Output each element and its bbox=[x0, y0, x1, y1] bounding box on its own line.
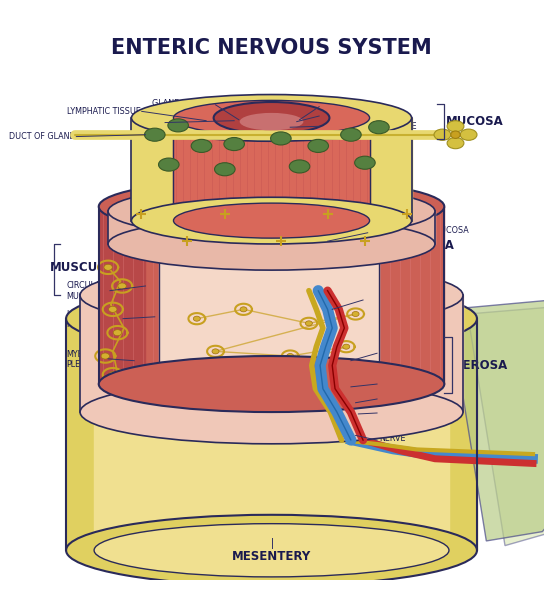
Ellipse shape bbox=[451, 131, 460, 139]
Text: NERVE: NERVE bbox=[379, 434, 405, 443]
Text: MYENTERIC: MYENTERIC bbox=[66, 350, 112, 359]
Ellipse shape bbox=[308, 139, 329, 152]
Ellipse shape bbox=[460, 129, 477, 140]
Ellipse shape bbox=[214, 163, 235, 176]
Ellipse shape bbox=[352, 311, 359, 317]
Text: EPITHELIUM: EPITHELIUM bbox=[321, 101, 368, 110]
Ellipse shape bbox=[118, 283, 126, 289]
Ellipse shape bbox=[101, 353, 109, 359]
Ellipse shape bbox=[289, 160, 310, 173]
Ellipse shape bbox=[131, 197, 411, 244]
Ellipse shape bbox=[104, 264, 112, 271]
Text: SUBMUCOSAL PLEXUS: SUBMUCOSAL PLEXUS bbox=[365, 290, 455, 299]
Ellipse shape bbox=[108, 371, 117, 378]
Text: VEIN: VEIN bbox=[379, 394, 398, 403]
Ellipse shape bbox=[343, 344, 350, 349]
Ellipse shape bbox=[193, 316, 200, 321]
Text: GLAND IN MUCOSA: GLAND IN MUCOSA bbox=[152, 100, 229, 109]
Ellipse shape bbox=[80, 380, 463, 444]
Text: SEROSA: SEROSA bbox=[453, 359, 507, 372]
Ellipse shape bbox=[240, 307, 247, 312]
Text: ENTERIC NERVOUS SYSTEM: ENTERIC NERVOUS SYSTEM bbox=[111, 38, 432, 58]
Ellipse shape bbox=[108, 218, 435, 270]
Text: DUCT OF GLAND: DUCT OF GLAND bbox=[9, 132, 75, 141]
Ellipse shape bbox=[94, 524, 449, 577]
Ellipse shape bbox=[94, 292, 449, 345]
Polygon shape bbox=[449, 300, 547, 541]
Ellipse shape bbox=[159, 158, 179, 171]
Text: (PLEXUS OF MEISSNER): (PLEXUS OF MEISSNER) bbox=[365, 301, 458, 310]
Text: MUCOSA: MUCOSA bbox=[446, 115, 504, 128]
Ellipse shape bbox=[173, 203, 370, 238]
Text: CONNECTIVE: CONNECTIVE bbox=[379, 349, 431, 358]
Polygon shape bbox=[468, 305, 547, 545]
Ellipse shape bbox=[108, 185, 435, 238]
Text: MESENTERY: MESENTERY bbox=[232, 550, 311, 563]
Ellipse shape bbox=[99, 179, 444, 235]
Text: MUSCULARIS: MUSCULARIS bbox=[50, 261, 137, 274]
Text: MUSCLE: MUSCLE bbox=[66, 292, 99, 301]
Ellipse shape bbox=[99, 356, 444, 412]
Text: LUMEN: LUMEN bbox=[136, 118, 164, 127]
Ellipse shape bbox=[224, 137, 245, 151]
Text: GLANDS IN SUBMUCOSA: GLANDS IN SUBMUCOSA bbox=[370, 226, 468, 235]
Text: LAMINA PROPRIA: LAMINA PROPRIA bbox=[321, 112, 389, 121]
Ellipse shape bbox=[447, 137, 464, 149]
Ellipse shape bbox=[287, 353, 294, 359]
Ellipse shape bbox=[271, 132, 291, 145]
Text: CIRCULAR: CIRCULAR bbox=[66, 281, 106, 290]
Ellipse shape bbox=[240, 382, 247, 386]
Ellipse shape bbox=[168, 119, 188, 132]
Ellipse shape bbox=[191, 139, 212, 152]
Ellipse shape bbox=[173, 100, 370, 136]
Ellipse shape bbox=[131, 95, 411, 141]
Ellipse shape bbox=[305, 321, 312, 326]
Text: AREOLAR: AREOLAR bbox=[379, 338, 417, 347]
Ellipse shape bbox=[66, 283, 477, 354]
Text: ARTERY: ARTERY bbox=[379, 407, 409, 416]
Ellipse shape bbox=[80, 263, 463, 327]
Text: LONGITUDINAL: LONGITUDINAL bbox=[66, 310, 126, 319]
Ellipse shape bbox=[144, 128, 165, 141]
Ellipse shape bbox=[369, 121, 389, 134]
Ellipse shape bbox=[108, 307, 117, 313]
Ellipse shape bbox=[113, 329, 121, 336]
Text: PLEXUS: PLEXUS bbox=[66, 360, 97, 369]
Ellipse shape bbox=[212, 349, 219, 354]
Ellipse shape bbox=[434, 129, 451, 140]
Text: MUSCULARIS MUCOSAE: MUSCULARIS MUCOSAE bbox=[321, 122, 417, 131]
Ellipse shape bbox=[240, 113, 304, 130]
Ellipse shape bbox=[447, 121, 464, 132]
Text: EPITHELIUM: EPITHELIUM bbox=[379, 377, 426, 386]
Text: SUBMUCOSA: SUBMUCOSA bbox=[370, 239, 455, 253]
Text: TISSUE: TISSUE bbox=[379, 360, 407, 369]
Ellipse shape bbox=[66, 515, 477, 586]
Ellipse shape bbox=[214, 102, 329, 134]
Ellipse shape bbox=[354, 156, 375, 169]
Text: LYMPHATIC TISSUE: LYMPHATIC TISSUE bbox=[67, 107, 141, 116]
Text: MUSCLE: MUSCLE bbox=[66, 320, 99, 329]
Ellipse shape bbox=[341, 128, 361, 141]
